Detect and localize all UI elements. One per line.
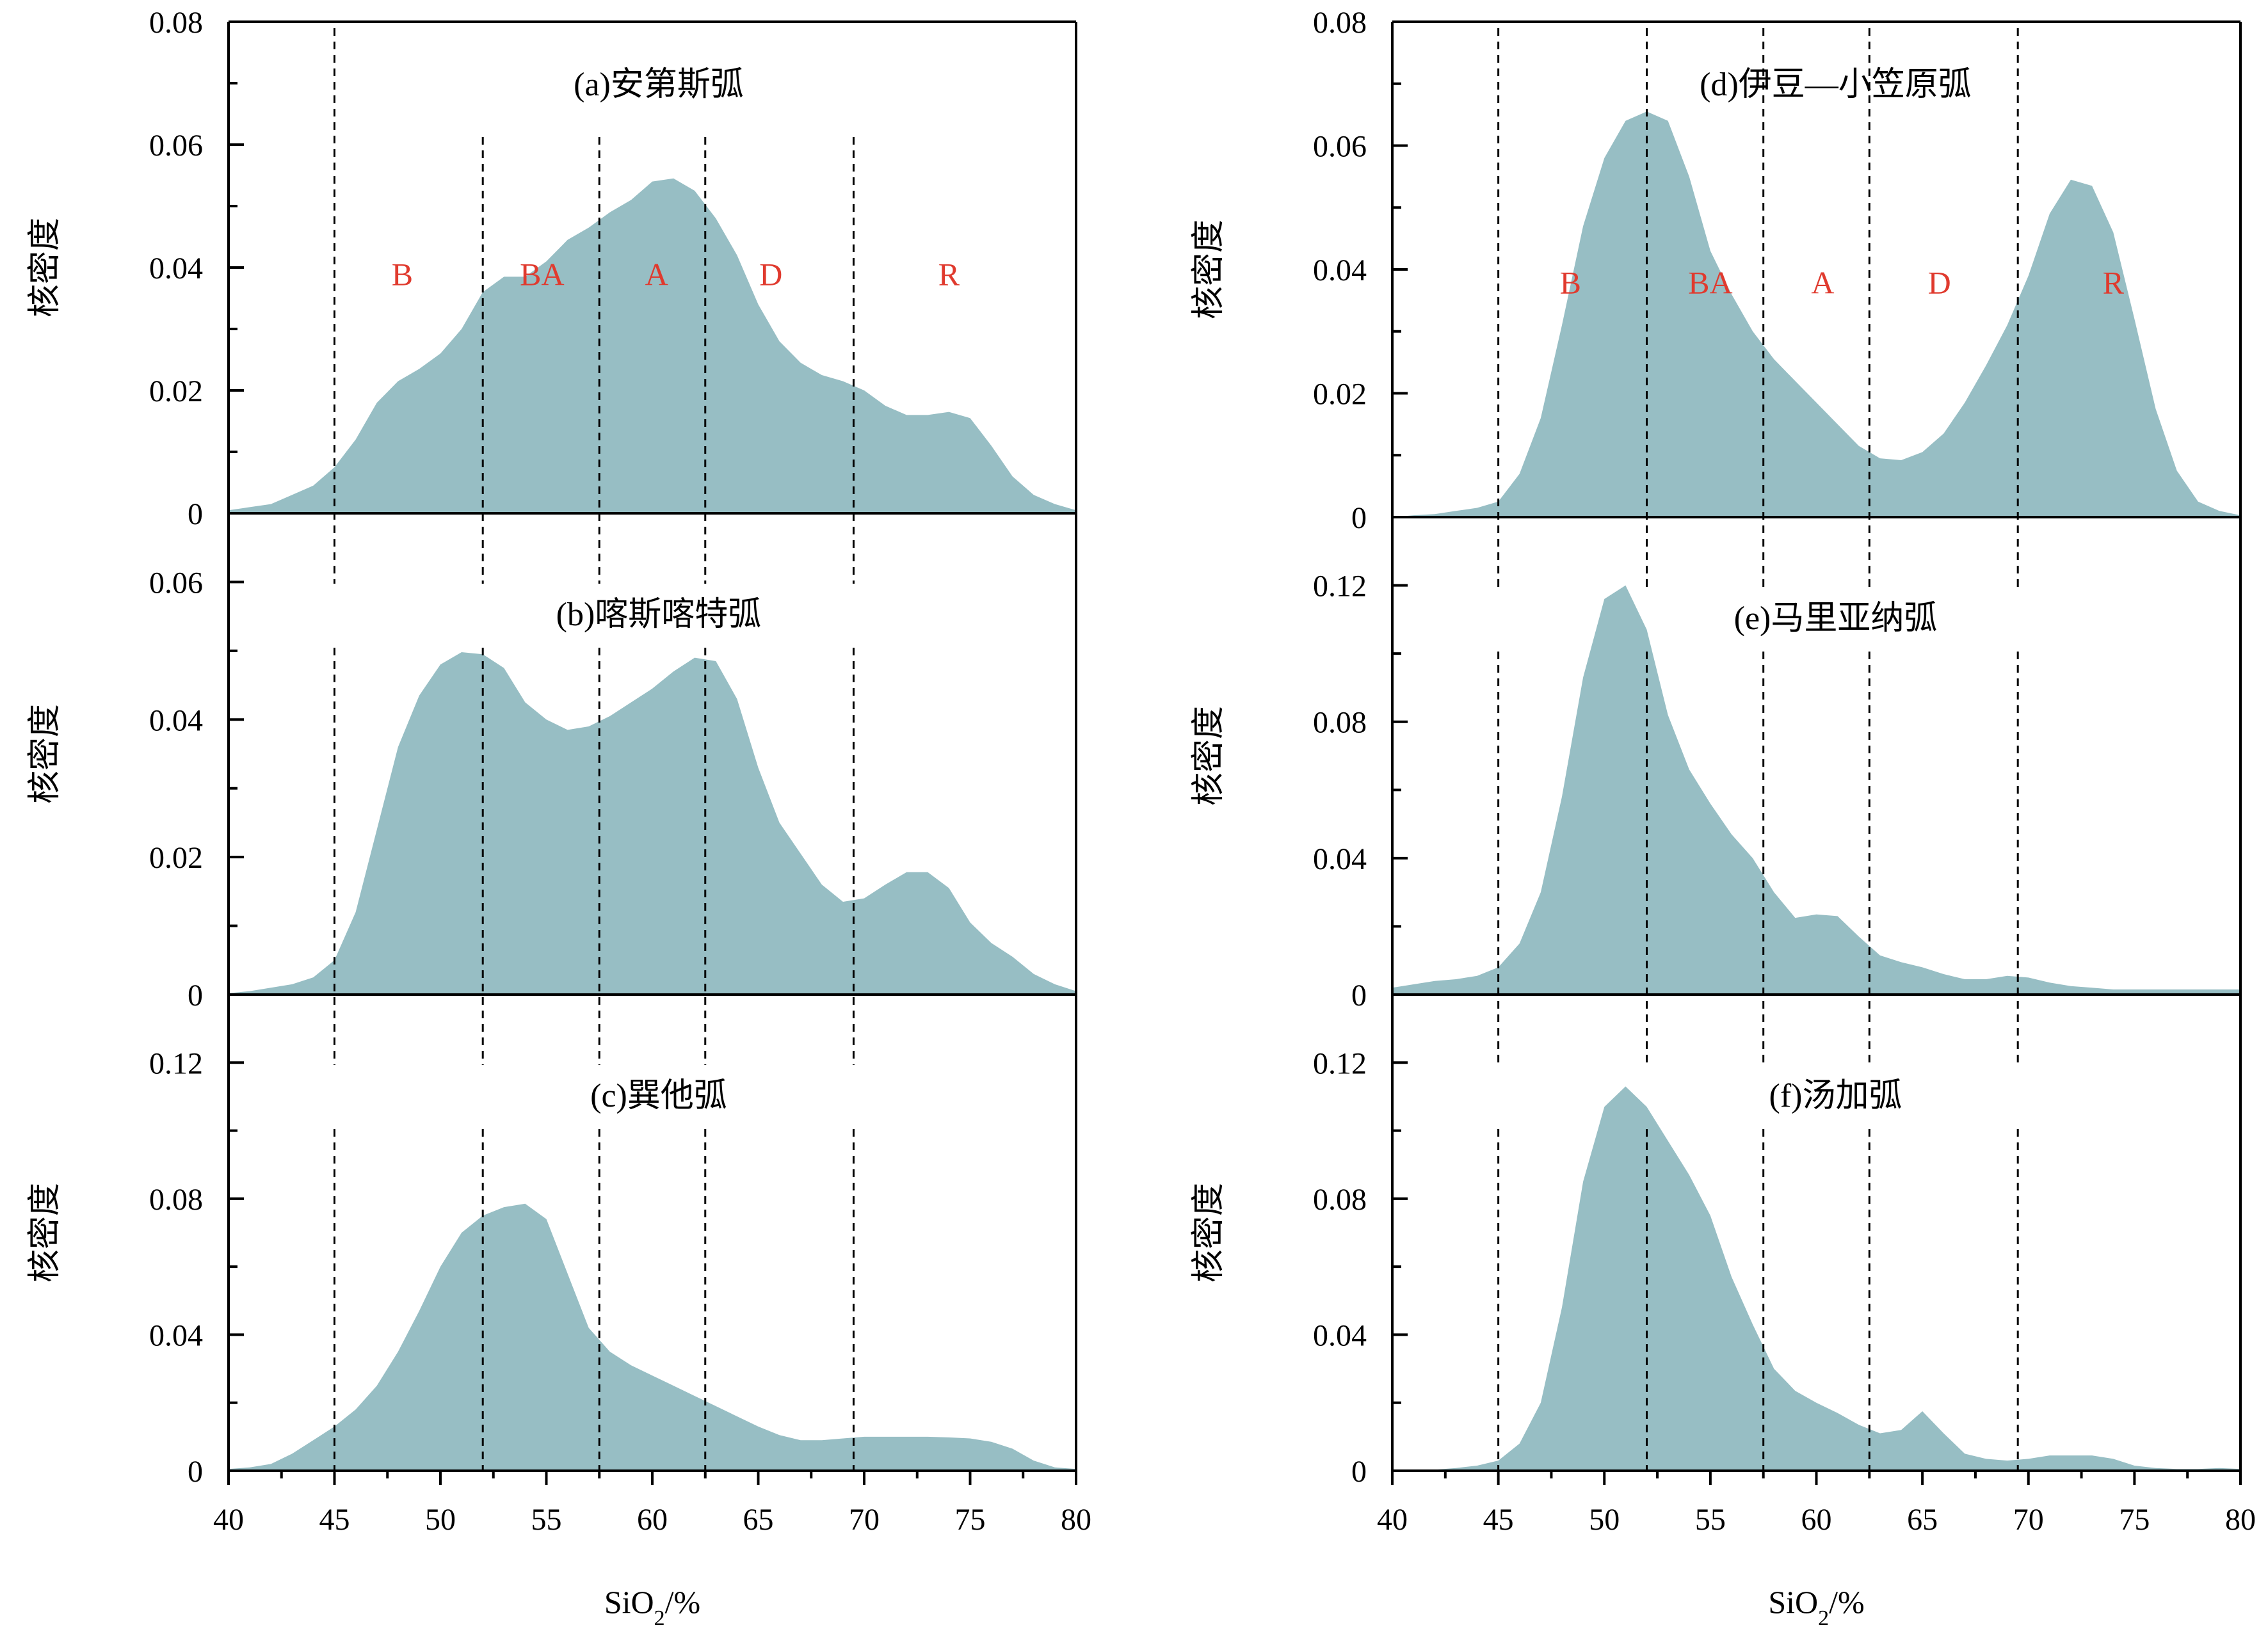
region-label-r: R	[938, 257, 960, 292]
y-tick-label-a: 0.06	[149, 129, 203, 163]
y-tick-label-f: 0	[1351, 1455, 1367, 1489]
x-tick-label-f: 75	[2119, 1503, 2150, 1537]
panel-d: 0 0.02 0.04 0.06 0.08 核密度 (d)伊豆—小笠原弧 B BA A D R	[1189, 6, 2242, 588]
x-tick-label-f: 60	[1801, 1503, 1832, 1537]
density-area-b	[229, 652, 1076, 995]
density-area-d	[1392, 111, 2240, 518]
y-tick-label-a: 0.02	[149, 374, 203, 408]
density-area-c	[229, 1203, 1076, 1471]
region-label-a: A	[645, 257, 668, 292]
x-tick-label-c: 60	[637, 1503, 668, 1537]
x-tick-label-f: 50	[1589, 1503, 1620, 1537]
y-axis-label-d: 核密度	[1189, 220, 1228, 319]
region-label-b: B	[1560, 264, 1581, 300]
panel-title-d: (d)伊豆—小笠原弧	[1700, 67, 1972, 103]
region-label-r: R	[2103, 264, 2125, 300]
density-area-e	[1392, 585, 2240, 995]
panel-f: 0 0.04 0.08 0.12 核密度 (f)汤加弧 40 45 50 55 60 65 70 75 80	[1189, 993, 2256, 1537]
y-tick-label-f: 0.04	[1313, 1318, 1367, 1352]
y-tick-label-d: 0.04	[1313, 253, 1367, 287]
y-tick-label-b: 0.06	[149, 566, 203, 600]
x-tick-label-f: 80	[2225, 1503, 2256, 1537]
x-tick-label-c: 55	[531, 1503, 562, 1537]
panel-e: 0 0.04 0.08 0.12 核密度 (e)马里亚纳弧	[1189, 516, 2242, 1065]
y-tick-label-d: 0.08	[1313, 6, 1367, 40]
panel-title-a: (a)安第斯弧	[574, 67, 744, 103]
y-axis-label-c: 核密度	[26, 1183, 64, 1283]
x-tick-label-c: 75	[955, 1503, 986, 1537]
region-label-b: B	[392, 257, 413, 292]
y-tick-label-d: 0	[1351, 501, 1367, 535]
region-label-ba: BA	[520, 257, 564, 292]
y-tick-label-f: 0.08	[1313, 1183, 1367, 1217]
y-tick-label-f: 0.12	[1313, 1046, 1367, 1080]
region-label-a: A	[1811, 264, 1834, 300]
y-tick-label-e: 0.12	[1313, 570, 1367, 604]
panel-title-f: (f)汤加弧	[1769, 1078, 1902, 1114]
x-tick-label-f: 40	[1377, 1503, 1408, 1537]
y-tick-label-b: 0.04	[149, 703, 203, 737]
y-tick-label-c: 0	[188, 1455, 203, 1489]
y-tick-label-a: 0	[188, 497, 203, 531]
x-tick-label-c: 40	[213, 1503, 244, 1537]
panel-title-b: (b)喀斯喀特弧	[556, 596, 762, 633]
y-tick-label-e: 0.08	[1313, 706, 1367, 740]
y-axis-label-b: 核密度	[26, 704, 64, 804]
x-tick-label-f: 45	[1483, 1503, 1514, 1537]
panel-title-c: (c)巽他弧	[590, 1078, 727, 1114]
y-tick-label-e: 0	[1351, 979, 1367, 1013]
x-tick-label-c: 70	[849, 1503, 880, 1537]
y-tick-label-d: 0.02	[1313, 378, 1367, 412]
panel-title-e: (e)马里亚纳弧	[1734, 600, 1938, 637]
panel-c: 0 0.04 0.08 0.12 核密度 (c)巽他弧 40 45 50 55 60 65 70 75 80	[26, 993, 1091, 1537]
y-axis-label-f: 核密度	[1189, 1183, 1228, 1283]
y-tick-label-e: 0.04	[1313, 842, 1367, 876]
y-tick-label-b: 0.02	[149, 841, 203, 875]
x-tick-label-c: 50	[425, 1503, 456, 1537]
x-axis-label-left: SiO2/%	[604, 1584, 700, 1625]
y-tick-label-a: 0.08	[149, 6, 203, 40]
x-tick-label-c: 45	[319, 1503, 350, 1537]
x-axis-label-right: SiO2/%	[1768, 1584, 1864, 1625]
y-axis-label-a: 核密度	[26, 218, 64, 317]
x-tick-label-f: 65	[1907, 1503, 1938, 1537]
y-tick-label-a: 0.04	[149, 252, 203, 285]
y-tick-label-c: 0.12	[149, 1046, 203, 1080]
panel-b: 0 0.02 0.04 0.06 核密度 (b)喀斯喀特弧	[26, 512, 1077, 1065]
y-tick-label-b: 0	[188, 979, 203, 1013]
y-tick-label-c: 0.04	[149, 1318, 203, 1352]
x-tick-label-c: 80	[1061, 1503, 1091, 1537]
density-area-a	[229, 178, 1076, 513]
x-tick-label-c: 65	[743, 1503, 774, 1537]
region-label-d: D	[1928, 264, 1951, 300]
region-label-ba: BA	[1688, 264, 1732, 300]
density-area-f	[1392, 1086, 2240, 1471]
x-tick-label-f: 55	[1695, 1503, 1726, 1537]
region-label-d: D	[759, 257, 782, 292]
y-axis-label-e: 核密度	[1189, 706, 1228, 806]
y-tick-label-c: 0.08	[149, 1183, 203, 1217]
panel-a: 0 0.02 0.04 0.06 0.08 核密度 (a)安第斯弧 B BA A D R	[26, 6, 1077, 584]
y-tick-label-d: 0.06	[1313, 130, 1367, 164]
x-tick-label-f: 70	[2013, 1503, 2044, 1537]
